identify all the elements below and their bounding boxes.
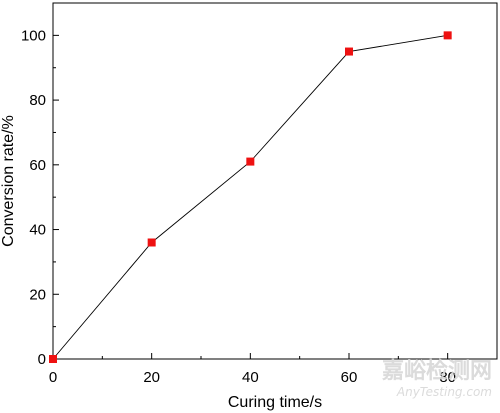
watermark: 嘉峪检测网 AnyTesting.com: [382, 358, 492, 399]
x-tick-label: 20: [143, 369, 160, 386]
x-tick-label: 80: [439, 369, 456, 386]
data-point: [147, 238, 156, 247]
y-tick-label: 100: [21, 27, 46, 44]
y-tick-label: 40: [29, 222, 46, 239]
y-axis-ticks: [53, 34, 59, 360]
y-tick-label: 60: [29, 157, 46, 174]
series-markers: [49, 31, 452, 363]
series-line: [52, 34, 448, 360]
data-point: [345, 47, 353, 56]
y-tick-label: 20: [29, 286, 46, 303]
x-axis-tick-labels: 0 20 40 60 80: [49, 369, 456, 386]
plot-area: [52, 2, 498, 360]
y-tick-label: 80: [29, 92, 46, 109]
x-tick-label: 0: [49, 369, 57, 386]
data-point: [246, 157, 255, 166]
x-tick-label: 60: [341, 369, 358, 386]
y-tick-label: 0: [38, 351, 46, 368]
y-axis-label: Conversion rate/%: [0, 115, 17, 247]
x-tick-label: 40: [242, 369, 259, 386]
data-point: [443, 31, 452, 40]
x-axis-label: Curing time/s: [228, 394, 322, 411]
watermark-text: 嘉峪检测网: [382, 358, 492, 384]
y-axis-tick-labels: 0 20 40 60 80 100: [21, 27, 46, 368]
x-axis-ticks: [52, 353, 449, 359]
data-point: [49, 355, 57, 363]
watermark-sub: AnyTesting.com: [396, 385, 492, 399]
plot-frame: [52, 2, 498, 360]
